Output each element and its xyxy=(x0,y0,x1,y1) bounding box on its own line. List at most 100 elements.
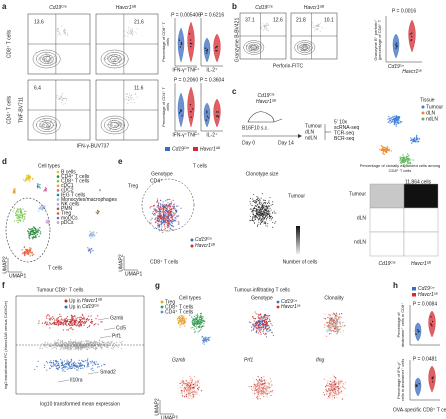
dot xyxy=(410,139,412,142)
dot xyxy=(62,319,64,321)
label: P = 0.6216 xyxy=(200,12,224,18)
label: 21.6 xyxy=(134,19,144,25)
dot xyxy=(63,33,65,34)
dot xyxy=(190,45,192,48)
dot xyxy=(154,208,156,210)
label: Tumour CD8⁺ T cells xyxy=(37,287,84,293)
dot xyxy=(63,366,65,368)
dot xyxy=(36,233,39,236)
dot xyxy=(60,359,62,361)
dot xyxy=(328,314,330,316)
dot xyxy=(327,386,329,388)
dot xyxy=(268,200,270,202)
dot xyxy=(329,314,331,316)
dot xyxy=(91,367,93,369)
dot xyxy=(199,325,201,327)
dot xyxy=(263,25,265,27)
label: e xyxy=(118,157,123,166)
dot xyxy=(418,138,420,140)
dot xyxy=(301,44,303,46)
dot xyxy=(114,122,116,124)
dot xyxy=(135,32,137,34)
dot xyxy=(267,30,269,32)
dot xyxy=(254,217,256,219)
dot xyxy=(338,390,340,392)
dot xyxy=(259,324,261,326)
dot xyxy=(261,210,263,212)
dot xyxy=(263,217,265,219)
dot xyxy=(258,319,261,321)
dot xyxy=(31,228,34,230)
dot xyxy=(257,220,259,222)
dot xyxy=(169,203,171,205)
dot xyxy=(163,222,165,224)
dot xyxy=(249,201,251,203)
dot xyxy=(75,363,77,365)
dot xyxy=(265,336,268,338)
dot xyxy=(254,393,256,395)
dot xyxy=(190,385,193,388)
label: P = 0.3604 xyxy=(200,77,224,83)
label: Cell types xyxy=(179,295,201,301)
dot xyxy=(192,324,195,326)
dot xyxy=(36,230,38,233)
dot xyxy=(158,226,160,228)
dot xyxy=(335,330,338,332)
label: Percentage of dextramer⁺ cells in CD8⁺ T… xyxy=(396,302,406,348)
dot xyxy=(265,222,267,225)
dot xyxy=(76,366,78,368)
dot xyxy=(103,341,105,344)
dot xyxy=(175,220,177,222)
dot xyxy=(306,44,308,46)
dot xyxy=(63,319,65,321)
dot xyxy=(54,319,56,321)
dot xyxy=(165,203,167,206)
dot xyxy=(162,205,164,208)
label: Granzyme B-BV421 xyxy=(234,18,240,63)
dot xyxy=(126,98,128,100)
dot xyxy=(164,205,166,208)
dot xyxy=(30,228,33,230)
dot xyxy=(45,321,47,323)
dot xyxy=(273,212,275,214)
violin xyxy=(213,33,221,63)
dot xyxy=(51,346,53,348)
superscript: ΔB xyxy=(216,146,220,150)
dot xyxy=(160,218,162,220)
dot xyxy=(92,342,95,344)
dot xyxy=(60,96,62,98)
dot xyxy=(339,319,341,321)
dot xyxy=(259,199,261,201)
dot xyxy=(252,214,254,216)
dot xyxy=(158,209,160,211)
dot xyxy=(157,210,160,213)
dot xyxy=(402,157,404,159)
dot xyxy=(177,205,179,207)
dot xyxy=(170,211,172,213)
dot xyxy=(21,213,24,216)
dot xyxy=(181,392,183,394)
dot xyxy=(190,42,193,45)
dot xyxy=(74,314,76,317)
dot xyxy=(20,217,23,219)
dot xyxy=(168,212,171,214)
dot xyxy=(266,323,268,325)
dot xyxy=(178,223,180,225)
dot xyxy=(262,213,264,215)
dot xyxy=(331,327,333,330)
label: Perforin-FITC xyxy=(273,63,304,69)
dot xyxy=(268,217,271,219)
superscript: Cre xyxy=(267,4,273,8)
dot xyxy=(252,209,255,211)
dot xyxy=(70,367,72,369)
dot xyxy=(269,220,271,222)
dot xyxy=(89,248,91,251)
dot xyxy=(333,386,335,388)
dot xyxy=(74,316,76,318)
dot xyxy=(265,333,268,335)
dot xyxy=(66,329,68,331)
dot xyxy=(266,208,268,210)
dot xyxy=(197,323,199,325)
dot xyxy=(70,314,73,316)
dot xyxy=(131,95,133,97)
